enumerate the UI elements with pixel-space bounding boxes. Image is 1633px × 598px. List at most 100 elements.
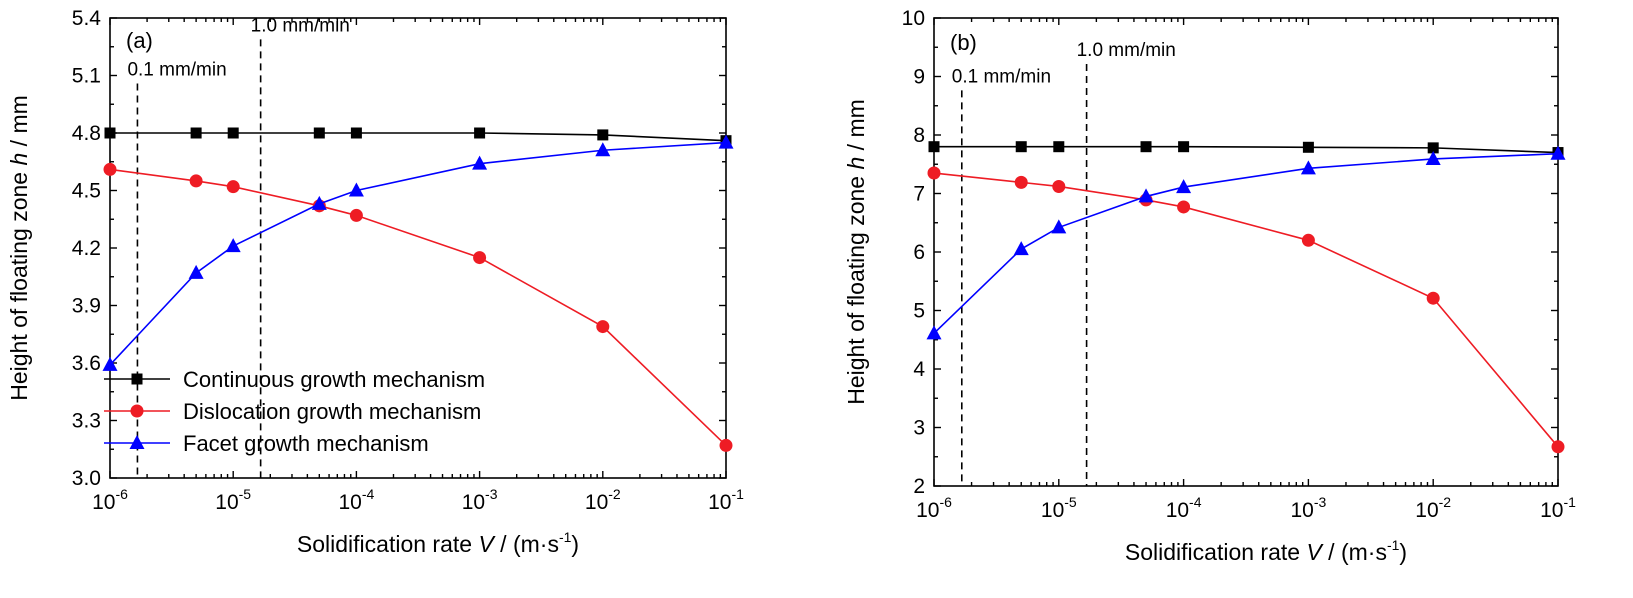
data-point-square [131,373,143,385]
data-point-triangle [926,325,942,340]
legend-label: Continuous growth mechanism [183,367,485,392]
x-axis-title-var: V [478,531,496,557]
x-axis-title-close: ) [571,531,579,557]
series-line [109,141,727,366]
y-tick-label: 3.9 [72,295,101,318]
y-tick-label: 5 [913,300,925,323]
x-tick-exponent: -3 [485,486,498,502]
annotation-text: 1.0 mm/min [1077,40,1176,61]
series-circle [927,166,1565,454]
data-point-circle [473,251,487,265]
annotation-text: 0.1 mm/min [127,60,226,81]
data-point-square [1053,141,1065,153]
data-point-square [597,129,609,141]
y-axis-title-unit: / mm [843,99,869,157]
y-tick-label: 10 [902,7,925,30]
y-axis-title: Height of floating zone h / mm [843,99,869,405]
y-tick-label: 4 [913,358,925,381]
data-point-circle [1551,440,1565,454]
x-tick-exponent: -6 [115,486,128,502]
x-tick-exponent: -2 [1439,494,1452,510]
series-triangle [102,134,734,371]
x-tick-base: 10 [1540,499,1563,522]
data-point-square [1015,141,1027,153]
x-tick-label: 10-2 [585,486,621,514]
y-tick-label: 8 [913,124,925,147]
x-axis-title-main: Solidification rate [1125,539,1307,565]
x-tick-base: 10 [462,491,485,514]
data-point-circle [1014,175,1028,189]
data-point-triangle [1051,219,1067,234]
panel-label: (b) [950,30,977,55]
series-square [928,141,1564,159]
data-point-square [104,127,116,139]
data-point-triangle [1550,145,1566,160]
y-axis-title-unit: / mm [6,95,32,153]
y-tick-label: 3.6 [72,352,101,375]
x-tick-base: 10 [215,491,238,514]
data-point-triangle [311,195,327,210]
legend-entry: Facet growth mechanism [104,431,429,456]
x-tick-label: 10-1 [1540,494,1576,522]
data-point-circle [596,320,610,334]
legend-label: Facet growth mechanism [183,431,429,456]
y-axis-title: Height of floating zone h / mm [6,95,32,401]
data-point-triangle [129,435,145,449]
x-tick-exponent: -4 [1189,494,1202,510]
x-tick-exponent: -6 [939,494,952,510]
legend-entry: Dislocation growth mechanism [104,399,481,424]
data-point-triangle [595,142,611,157]
y-tick-label: 5.1 [72,65,101,88]
x-tick-label: 10-5 [215,486,251,514]
data-point-triangle [1176,179,1192,194]
y-tick-label: 6 [913,241,925,264]
x-tick-label: 10-6 [92,486,128,514]
y-axis-title-main: Height of floating zone [6,166,32,401]
data-point-square [190,127,202,139]
x-tick-base: 10 [708,491,731,514]
chart-panel-a: 3.03.33.63.94.24.54.85.15.410-6 10-5 10-4 1… [6,7,744,557]
x-tick-base: 10 [916,499,939,522]
x-tick-exponent: -1 [731,486,744,502]
data-point-triangle [1300,160,1316,175]
data-point-square [474,127,486,139]
y-tick-label: 7 [913,183,925,206]
data-point-triangle [1013,241,1029,256]
y-axis-title-main: Height of floating zone [843,170,869,405]
data-point-circle [1052,179,1066,193]
x-tick-base: 10 [338,491,361,514]
annotation-text: 0.1 mm/min [952,66,1051,87]
data-point-square [227,127,239,139]
data-point-triangle [348,182,364,197]
x-tick-label: 10-5 [1041,494,1077,522]
data-point-square [1140,141,1152,153]
x-tick-label: 10-1 [708,486,744,514]
x-tick-base: 10 [1166,499,1189,522]
x-axis-title-var: V [1306,539,1324,565]
legend-entry: Continuous growth mechanism [104,367,485,392]
x-axis-title: Solidification rate V / (m·s-1) [297,529,579,557]
y-tick-label: 3.3 [72,410,101,433]
x-axis-title-unit-sup: -1 [1387,537,1400,553]
y-tick-label: 5.4 [72,7,102,30]
x-tick-base: 10 [1415,499,1438,522]
panel-label: (a) [126,28,153,53]
data-point-circle [226,180,240,194]
series-line [933,152,1559,334]
data-point-square [928,141,940,153]
x-tick-base: 10 [1041,499,1064,522]
x-tick-label: 10-2 [1415,494,1451,522]
data-point-triangle [1425,150,1441,165]
data-point-circle [1177,200,1191,214]
y-tick-label: 9 [913,66,925,89]
x-tick-exponent: -3 [1314,494,1327,510]
x-tick-base: 10 [92,491,115,514]
x-axis-title: Solidification rate V / (m·s-1) [1125,537,1407,565]
data-point-square [1302,141,1314,153]
series-line [110,132,727,142]
x-axis-title-close: ) [1399,539,1407,565]
x-tick-base: 10 [585,491,608,514]
x-tick-label: 10-3 [1290,494,1326,522]
x-tick-label: 10-3 [462,486,498,514]
